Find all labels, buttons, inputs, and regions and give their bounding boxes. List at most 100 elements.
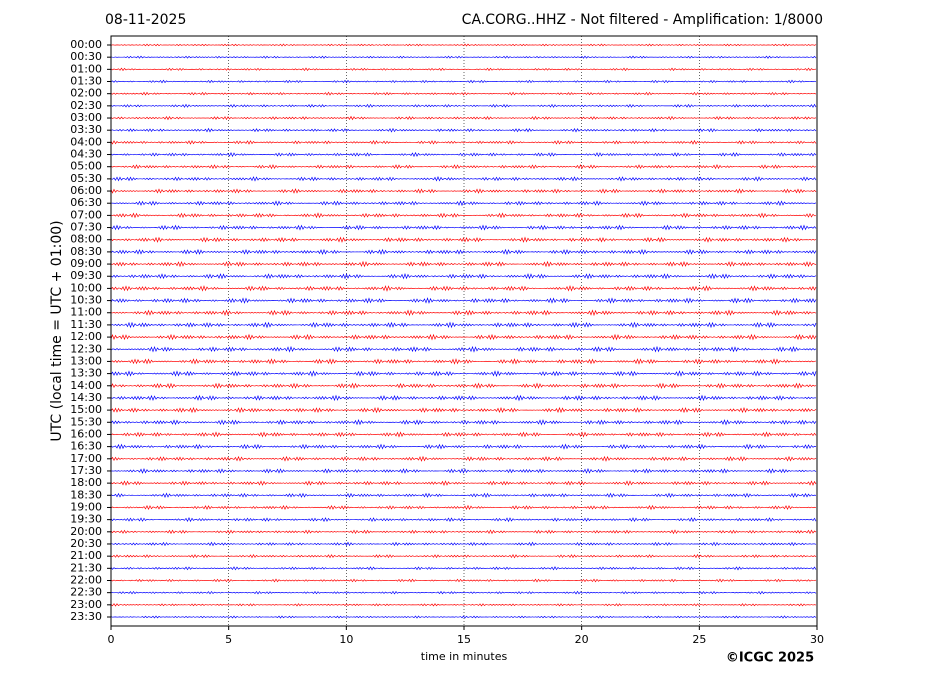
y-tick-label: 18:30 (70, 488, 102, 501)
seismic-trace (110, 590, 817, 595)
y-tick-label: 00:00 (70, 38, 102, 51)
y-tick-label: 06:00 (70, 184, 102, 197)
y-tick-label: 18:00 (70, 476, 102, 489)
seismic-trace (110, 603, 817, 607)
x-tick-label: 15 (457, 633, 471, 646)
seismic-trace (110, 566, 817, 571)
seismic-trace (110, 272, 817, 280)
y-tick-label: 05:30 (70, 172, 102, 185)
seismic-trace (110, 164, 817, 170)
y-tick-label: 02:00 (70, 87, 102, 100)
y-axis-label: UTC (local time = UTC + 01:00) (49, 220, 65, 441)
seismic-trace (110, 394, 817, 402)
y-tick-label: 03:30 (70, 123, 102, 136)
seismic-trace (110, 248, 817, 256)
y-tick-label: 00:30 (70, 50, 102, 63)
y-tick-label: 10:00 (70, 281, 102, 294)
seismic-trace (110, 406, 817, 414)
seismic-trace (110, 517, 817, 523)
copyright: ©ICGC 2025 (726, 651, 814, 666)
y-tick-label: 22:00 (70, 573, 102, 586)
seismic-trace (110, 139, 817, 145)
y-tick-label: 11:00 (70, 306, 102, 319)
seismic-trace (110, 212, 817, 219)
x-tick-label: 5 (225, 633, 232, 646)
seismic-trace (110, 468, 817, 474)
seismic-trace (110, 615, 817, 619)
seismic-trace (110, 382, 817, 390)
seismic-trace (110, 176, 817, 182)
y-tick-label: 07:00 (70, 208, 102, 221)
y-tick-label: 16:00 (70, 427, 102, 440)
y-tick-label: 02:30 (70, 99, 102, 112)
seismic-trace (110, 151, 817, 158)
y-tick-label: 23:00 (70, 598, 102, 611)
seismic-trace (110, 333, 817, 341)
y-tick-label: 14:00 (70, 379, 102, 392)
y-tick-label: 19:30 (70, 513, 102, 526)
y-tick-label: 15:30 (70, 415, 102, 428)
y-tick-label: 10:30 (70, 294, 102, 307)
y-tick-label: 04:30 (70, 148, 102, 161)
seismic-trace (110, 236, 817, 243)
chart-title: CA.CORG..HHZ - Not filtered - Amplificat… (462, 12, 823, 28)
seismic-trace (110, 188, 817, 194)
y-tick-label: 14:30 (70, 391, 102, 404)
seismic-trace (110, 321, 817, 329)
seismic-trace (110, 115, 817, 121)
seismic-trace (110, 492, 817, 499)
y-tick-label: 07:30 (70, 221, 102, 234)
y-tick-label: 20:30 (70, 537, 102, 550)
y-tick-label: 13:00 (70, 354, 102, 367)
seismic-trace (110, 345, 817, 353)
y-tick-label: 13:30 (70, 367, 102, 380)
seismic-trace (110, 455, 817, 462)
seismic-trace (110, 443, 817, 450)
seismic-trace (110, 529, 817, 535)
x-tick-label: 25 (692, 633, 706, 646)
seismic-trace (110, 297, 817, 304)
x-tick-label: 0 (108, 633, 115, 646)
seismic-trace (110, 358, 817, 365)
plot-frame (110, 35, 818, 627)
y-tick-label: 15:00 (70, 403, 102, 416)
seismic-trace (110, 91, 817, 96)
seismic-trace (110, 553, 817, 559)
seismic-trace (110, 55, 817, 59)
y-tick-label: 21:30 (70, 561, 102, 574)
y-tick-label: 12:30 (70, 342, 102, 355)
y-tick-label: 23:30 (70, 610, 102, 623)
y-tick-label: 03:00 (70, 111, 102, 124)
seismic-trace (110, 127, 817, 133)
y-tick-label: 17:30 (70, 464, 102, 477)
seismic-trace (110, 370, 817, 378)
seismic-trace (110, 480, 817, 487)
y-tick-label: 08:30 (70, 245, 102, 258)
seismic-trace (110, 309, 817, 317)
y-tick-label: 19:00 (70, 500, 102, 513)
seismic-trace (110, 43, 817, 47)
x-tick-label: 20 (575, 633, 589, 646)
y-tick-label: 16:30 (70, 440, 102, 453)
seismic-trace (110, 200, 817, 207)
seismic-trace (110, 284, 817, 292)
y-tick-label: 01:00 (70, 62, 102, 75)
y-tick-label: 20:00 (70, 525, 102, 538)
seismic-trace (110, 578, 817, 583)
y-tick-label: 17:00 (70, 452, 102, 465)
seismic-trace (110, 224, 817, 231)
seismic-trace (110, 431, 817, 438)
y-tick-label: 06:30 (70, 196, 102, 209)
seismic-trace (110, 79, 817, 84)
x-tick-label: 10 (339, 633, 353, 646)
seismic-trace (110, 541, 817, 547)
y-tick-label: 09:00 (70, 257, 102, 270)
y-tick-label: 09:30 (70, 269, 102, 282)
y-tick-label: 01:30 (70, 75, 102, 88)
y-tick-label: 12:00 (70, 330, 102, 343)
y-tick-label: 11:30 (70, 318, 102, 331)
seismic-trace (110, 504, 817, 511)
y-tick-label: 04:00 (70, 135, 102, 148)
date: 08-11-2025 (105, 12, 186, 28)
